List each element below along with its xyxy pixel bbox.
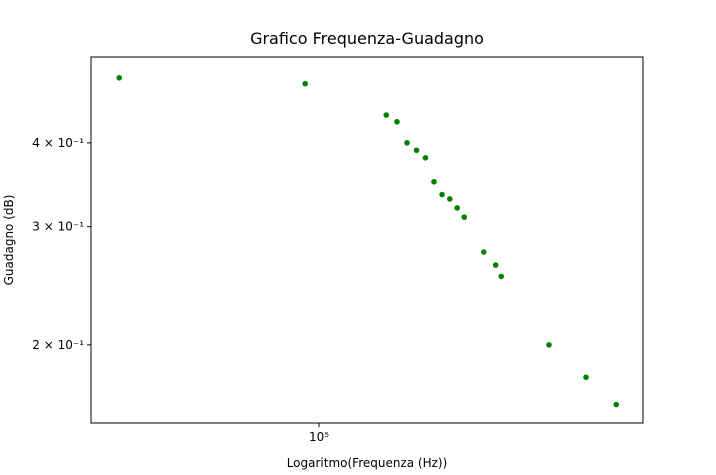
- point: [439, 191, 445, 198]
- point: [116, 75, 123, 81]
- point: [480, 249, 487, 255]
- point: [404, 140, 410, 146]
- point: [583, 374, 589, 381]
- y-tick-label: 3 × 10⁻¹: [32, 220, 84, 234]
- chart-title: Grafico Frequenza-Guadagno: [250, 29, 484, 48]
- x-tick-label: 10⁵: [309, 430, 329, 444]
- point: [413, 147, 420, 154]
- point: [546, 342, 552, 348]
- point: [461, 214, 468, 220]
- x-axis-label: Logaritmo(Frequenza (Hz)): [287, 456, 448, 470]
- y-tick-label: 2 × 10⁻¹: [32, 338, 84, 352]
- point: [454, 205, 460, 211]
- point: [302, 80, 308, 87]
- plot-frame: [90, 56, 644, 424]
- y-tick-label: 4 × 10⁻¹: [32, 136, 84, 150]
- point: [613, 401, 620, 408]
- point: [498, 273, 505, 280]
- point: [492, 262, 499, 268]
- point: [383, 112, 390, 118]
- point: [394, 118, 400, 125]
- point: [447, 196, 453, 202]
- point: [431, 178, 437, 185]
- y-axis-label: Guadagno (dB): [2, 195, 16, 286]
- point: [422, 155, 429, 161]
